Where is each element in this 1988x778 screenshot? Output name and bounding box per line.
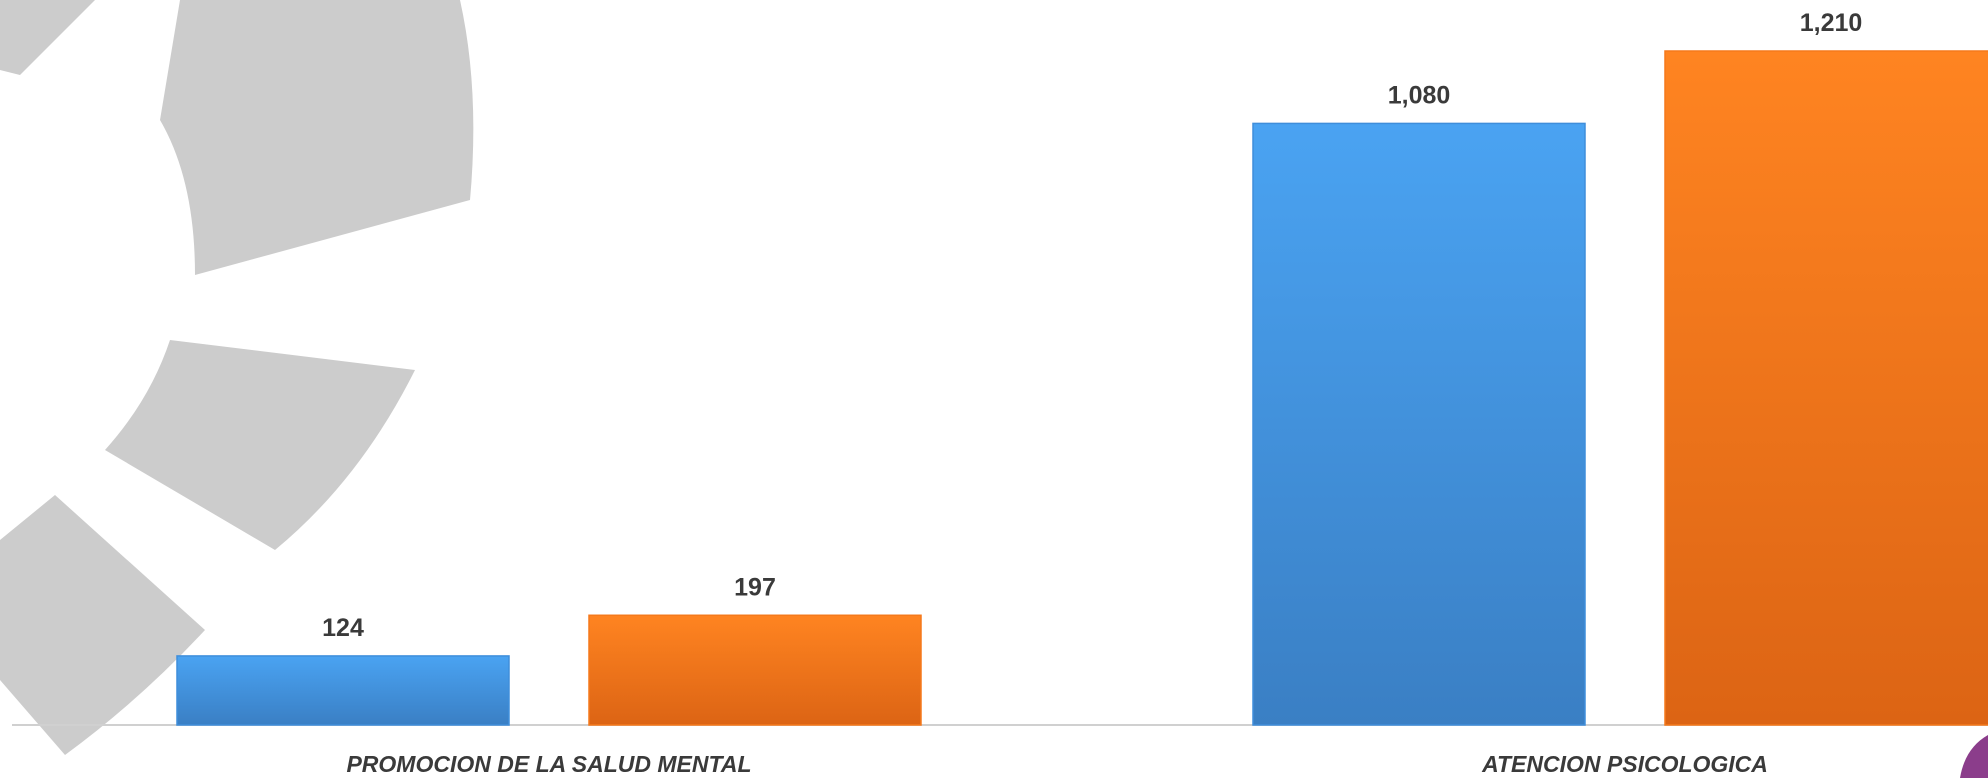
value-label: 1,080 [1388,81,1451,109]
category-label: PROMOCION DE LA SALUD MENTAL [346,751,751,777]
background-logo [0,0,474,755]
corner-decoration [1960,735,1988,778]
value-label: 124 [322,614,364,642]
value-label: 1,210 [1800,9,1863,37]
bar [1664,50,1988,726]
category-label: ATENCION PSICOLOGICA [1481,751,1768,777]
bar [1252,122,1586,726]
bar [176,655,510,726]
value-label: 197 [734,573,776,601]
bar [588,614,922,726]
